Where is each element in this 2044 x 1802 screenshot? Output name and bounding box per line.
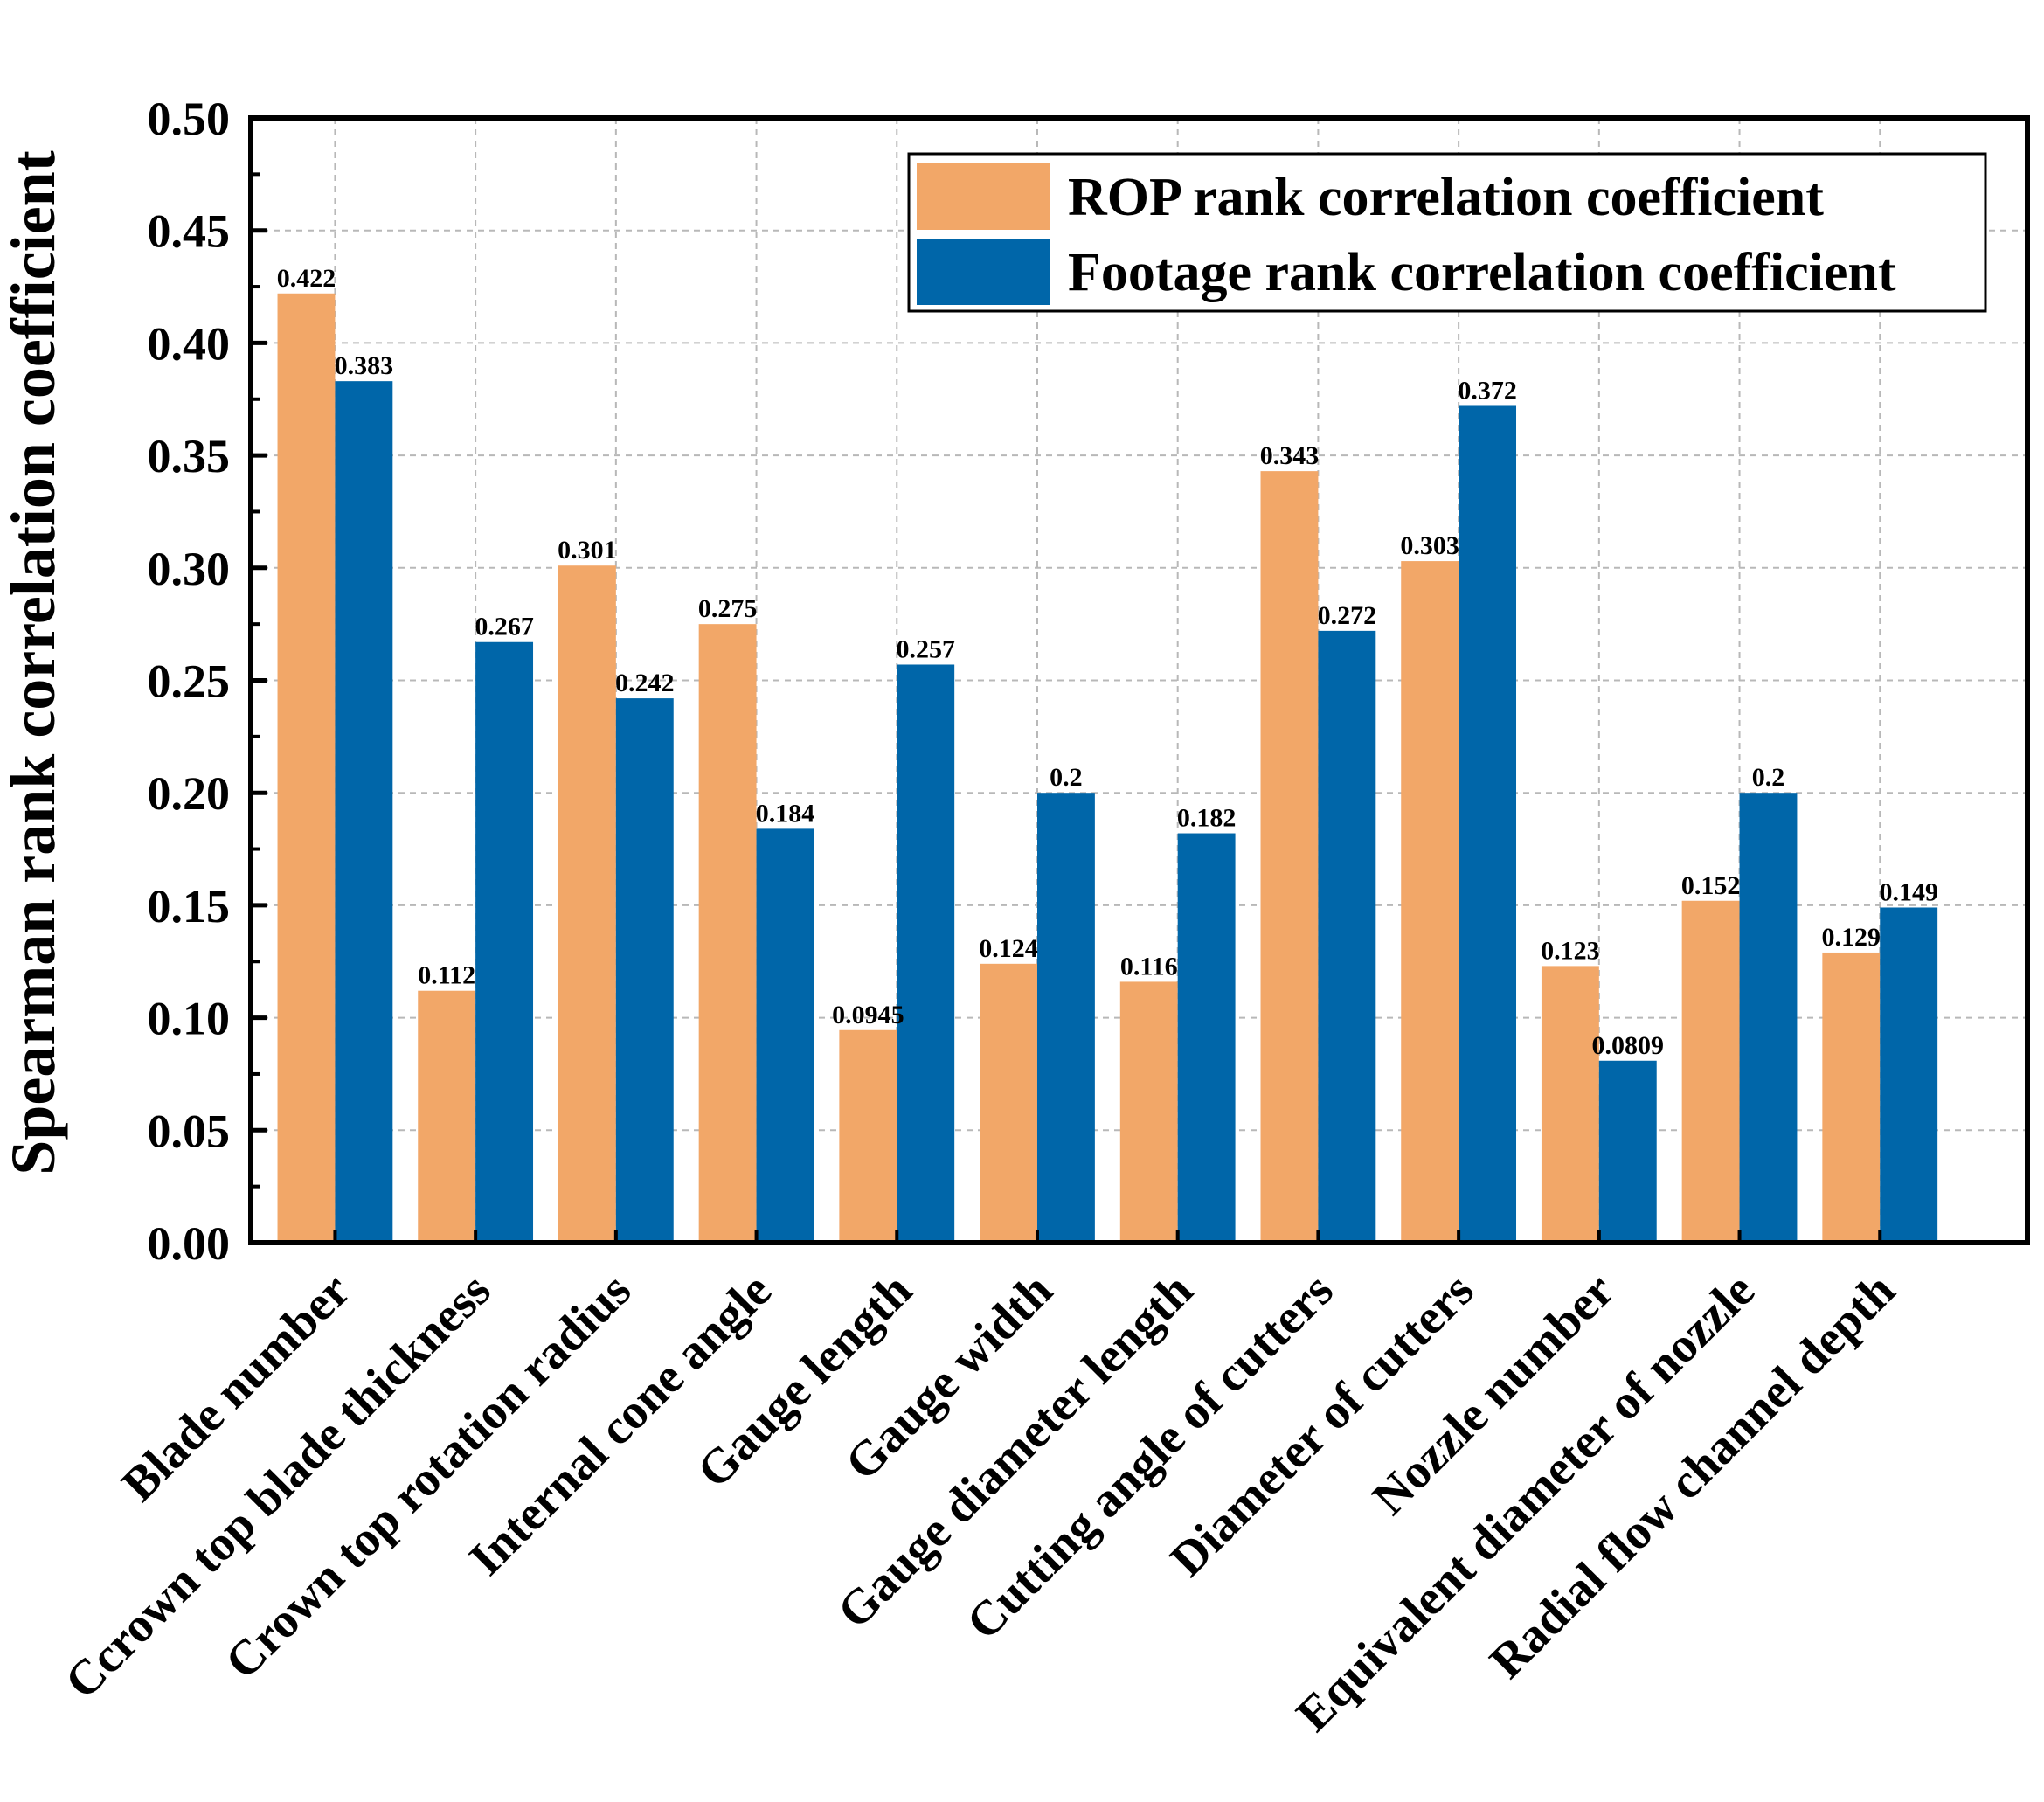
bar-rop bbox=[1681, 900, 1740, 1243]
y-tick-label: 0.50 bbox=[148, 93, 231, 145]
y-tick-label: 0.05 bbox=[148, 1105, 231, 1157]
bar-rop bbox=[1401, 561, 1459, 1243]
data-label-rop: 0.303 bbox=[1400, 531, 1459, 560]
legend-swatch-footage bbox=[917, 239, 1050, 305]
data-label-footage: 0.257 bbox=[896, 634, 955, 663]
bars bbox=[277, 293, 1938, 1244]
data-label-footage: 0.2 bbox=[1050, 763, 1083, 792]
legend-label-rop: ROP rank correlation coefficient bbox=[1068, 168, 1824, 227]
bar-rop bbox=[277, 293, 336, 1244]
y-tick-label: 0.35 bbox=[148, 430, 231, 482]
data-label-footage: 0.0809 bbox=[1592, 1031, 1665, 1060]
bar-footage bbox=[1177, 833, 1236, 1243]
legend-swatch-rop bbox=[917, 163, 1050, 230]
data-label-rop: 0.422 bbox=[277, 264, 336, 293]
bar-footage bbox=[756, 828, 814, 1243]
y-axis-title: Spearman rank correlation coefficient bbox=[0, 150, 68, 1175]
x-category-label: Nozzle number bbox=[1362, 1263, 1625, 1525]
bar-rop bbox=[1541, 966, 1599, 1243]
data-label-rop: 0.129 bbox=[1822, 923, 1881, 952]
bar-footage bbox=[1036, 793, 1095, 1243]
bar-rop bbox=[980, 963, 1037, 1243]
data-label-rop: 0.301 bbox=[558, 536, 617, 565]
data-label-footage: 0.2 bbox=[1752, 763, 1785, 792]
bar-footage bbox=[1739, 793, 1798, 1243]
legend-label-footage: Footage rank correlation coefficient bbox=[1068, 243, 1896, 302]
bar-rop bbox=[839, 1029, 897, 1243]
data-label-rop: 0.0945 bbox=[832, 1001, 904, 1029]
data-label-footage: 0.372 bbox=[1458, 376, 1517, 405]
bar-footage bbox=[1880, 907, 1938, 1243]
data-label-footage: 0.242 bbox=[615, 669, 675, 697]
data-label-footage: 0.182 bbox=[1177, 804, 1237, 833]
y-axis: 0.00 0.05 0.10 0.15 0.20 0.25 0.30 0.35 0.40 0.45… bbox=[148, 93, 267, 1270]
legend: ROP rank correlation coefficient Footage… bbox=[907, 152, 1987, 313]
bar-rop bbox=[418, 990, 476, 1243]
bar-footage bbox=[1459, 405, 1517, 1243]
data-labels: 0.422 0.383 0.112 0.267 0.301 0.242 0.275 0.184… bbox=[277, 264, 1938, 1060]
bar-footage bbox=[897, 664, 955, 1243]
y-tick-label: 0.30 bbox=[148, 543, 231, 595]
bar-footage bbox=[475, 641, 534, 1243]
data-label-rop: 0.124 bbox=[979, 934, 1038, 963]
bar-footage bbox=[335, 381, 393, 1244]
data-label-rop: 0.343 bbox=[1260, 441, 1320, 470]
data-label-rop: 0.275 bbox=[698, 594, 758, 623]
bar-rop bbox=[558, 565, 616, 1243]
data-label-rop: 0.152 bbox=[1681, 871, 1741, 900]
bar-footage bbox=[615, 698, 674, 1243]
data-label-footage: 0.383 bbox=[335, 351, 394, 380]
data-label-footage: 0.272 bbox=[1318, 601, 1377, 630]
bar-footage bbox=[1598, 1060, 1657, 1243]
bar-footage bbox=[1318, 630, 1376, 1243]
bar-rop bbox=[1822, 952, 1881, 1243]
y-tick-label: 0.20 bbox=[148, 767, 231, 820]
data-label-rop: 0.123 bbox=[1541, 936, 1600, 965]
data-label-rop: 0.116 bbox=[1120, 952, 1178, 981]
y-tick-label: 0.25 bbox=[148, 655, 231, 708]
y-tick-label: 0.10 bbox=[148, 993, 231, 1045]
bar-rop bbox=[698, 624, 757, 1243]
data-label-footage: 0.184 bbox=[756, 799, 815, 828]
y-tick-label: 0.00 bbox=[148, 1217, 231, 1270]
data-label-footage: 0.267 bbox=[475, 613, 534, 641]
y-tick-label: 0.45 bbox=[148, 205, 231, 258]
y-tick-label: 0.15 bbox=[148, 880, 231, 932]
data-label-footage: 0.149 bbox=[1879, 877, 1938, 906]
bar-rop bbox=[1260, 471, 1319, 1243]
legend-box bbox=[907, 152, 1987, 313]
bar-rop bbox=[1119, 981, 1178, 1243]
data-label-rop: 0.112 bbox=[418, 961, 475, 990]
y-tick-label: 0.40 bbox=[148, 317, 231, 370]
